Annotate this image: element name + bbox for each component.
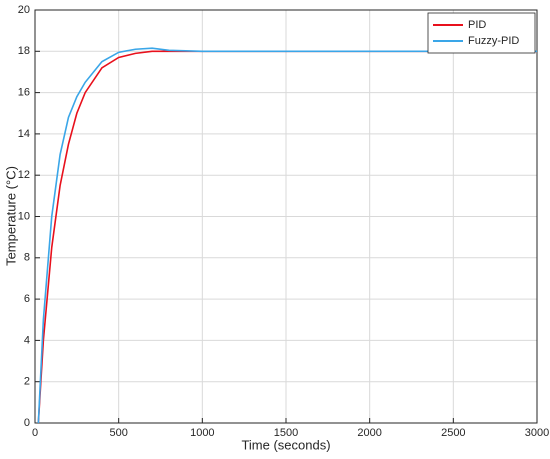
y-tick-label: 6 — [24, 293, 30, 305]
x-tick-label: 2000 — [357, 427, 381, 439]
x-tick-label: 0 — [32, 427, 38, 439]
y-axis-label: Temperature (°C) — [3, 166, 18, 266]
x-tick-label: 3000 — [525, 427, 549, 439]
x-tick-label: 500 — [109, 427, 127, 439]
y-tick-label: 8 — [24, 252, 30, 264]
y-tick-label: 12 — [18, 169, 30, 181]
y-tick-label: 18 — [18, 45, 30, 57]
y-tick-label: 14 — [18, 128, 30, 140]
legend-box — [427, 12, 536, 54]
x-tick-label: 1500 — [274, 427, 298, 439]
x-tick-label: 2500 — [441, 427, 465, 439]
legend-label: Fuzzy-PID — [468, 35, 519, 47]
axes-box — [34, 9, 538, 424]
y-tick-label: 2 — [24, 376, 30, 388]
y-tick-label: 20 — [18, 4, 30, 16]
data-line — [37, 47, 537, 424]
legend-label: PID — [468, 19, 486, 31]
x-tick-label: 1000 — [190, 427, 214, 439]
x-axis-label: Time (seconds) — [241, 437, 330, 452]
y-tick-label: 10 — [18, 210, 30, 222]
legend: PID Fuzzy-PID — [427, 12, 536, 54]
y-tick-label: 0 — [24, 417, 30, 429]
y-tick-label: 4 — [24, 334, 30, 346]
y-tick-label: 16 — [18, 87, 30, 99]
